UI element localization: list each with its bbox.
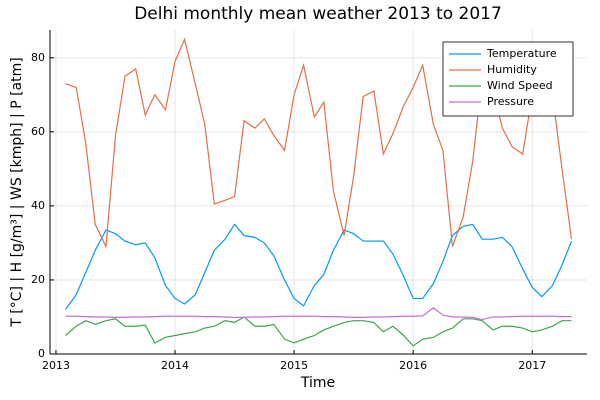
y-tick-label: 40	[31, 199, 45, 212]
legend-label: Wind Speed	[487, 79, 553, 92]
x-tick-label: 2015	[280, 359, 308, 372]
y-tick-label: 80	[31, 51, 45, 64]
y-tick-label: 0	[38, 347, 45, 360]
chart-title: Delhi monthly mean weather 2013 to 2017	[134, 4, 502, 24]
series-line	[65, 316, 572, 347]
legend-label: Temperature	[486, 47, 557, 60]
series-line	[65, 306, 572, 321]
y-tick-label: 20	[31, 273, 45, 286]
x-tick-label: 2016	[399, 359, 427, 372]
x-axis-label: Time	[300, 375, 335, 391]
x-tick-label: 2017	[518, 359, 546, 372]
legend: Temperature Humidity Wind Speed Pressure	[442, 41, 574, 117]
series-line	[64, 223, 573, 310]
x-tick-label: 2014	[161, 359, 189, 372]
y-axis-label: T [°C] | H [g/m³] | WS [kmph] | P [atm]	[9, 57, 25, 327]
legend-label: Pressure	[487, 95, 534, 108]
legend-label: Humidity	[487, 63, 537, 76]
x-tick-label: 2013	[42, 359, 70, 372]
y-tick-label: 60	[31, 125, 45, 138]
